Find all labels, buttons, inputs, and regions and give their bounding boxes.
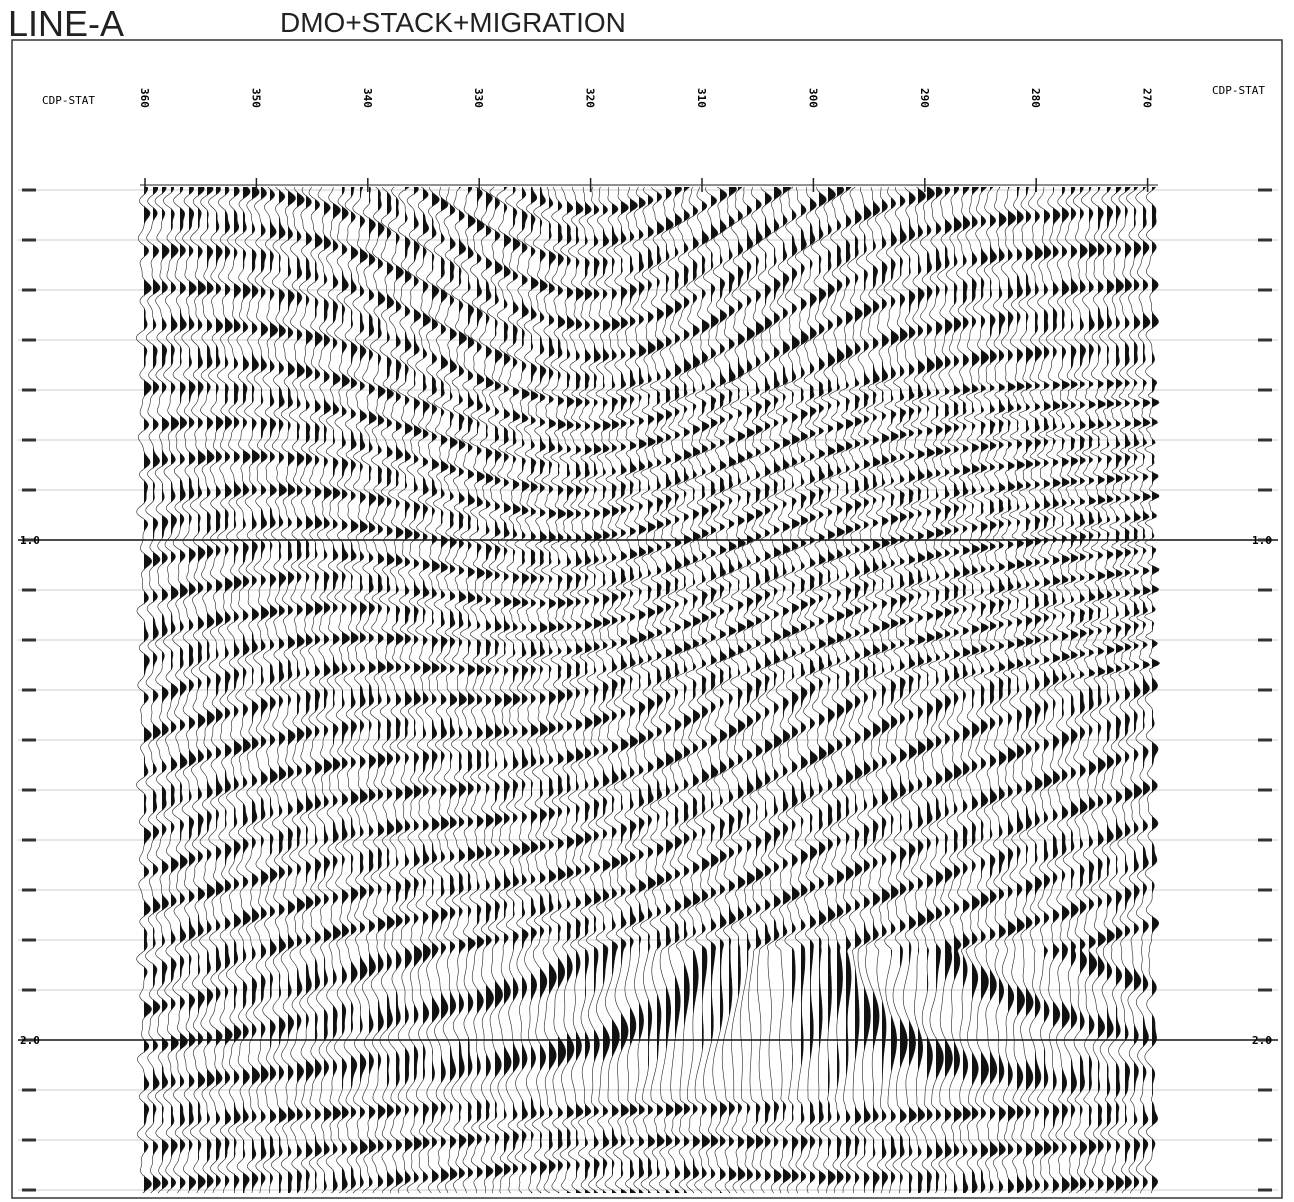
timing-mark: [1258, 1139, 1272, 1142]
timing-mark: [22, 939, 36, 942]
cdp-tick-label: 280: [1029, 88, 1042, 108]
timing-mark: [1258, 589, 1272, 592]
timing-mark: [1258, 1189, 1272, 1192]
timing-mark: [22, 589, 36, 592]
timing-mark: [1258, 639, 1272, 642]
cdp-tick-label: 290: [918, 88, 931, 108]
page: LINE-A DMO+STACK+MIGRATION CDP-STAT CDP-…: [0, 0, 1294, 1202]
timing-mark: [1258, 1089, 1272, 1092]
timing-mark: [22, 439, 36, 442]
timing-mark: [22, 789, 36, 792]
timing-mark: [22, 1089, 36, 1092]
timing-mark: [1258, 739, 1272, 742]
timing-mark: [22, 339, 36, 342]
figure: LINE-A DMO+STACK+MIGRATION CDP-STAT CDP-…: [0, 0, 1294, 1202]
cdp-label: CDP-STAT: [42, 94, 95, 107]
cdp-tick-label: 270: [1141, 88, 1154, 108]
timing-mark: [22, 189, 36, 192]
time-label: 1.0: [1252, 534, 1272, 547]
timing-mark: [1258, 939, 1272, 942]
timing-mark: [22, 989, 36, 992]
timing-mark: [22, 639, 36, 642]
timing-mark: [22, 1189, 36, 1192]
timing-mark: [22, 739, 36, 742]
timing-mark: [1258, 789, 1272, 792]
timing-mark: [22, 239, 36, 242]
timing-mark: [1258, 339, 1272, 342]
timing-mark: [1258, 289, 1272, 292]
timing-mark: [1258, 839, 1272, 842]
cdp-tick-label: 350: [249, 88, 262, 108]
timing-mark: [1258, 239, 1272, 242]
timing-mark: [22, 389, 36, 392]
cdp-tick-label: 320: [584, 88, 597, 108]
timing-mark: [1258, 689, 1272, 692]
cdp-tick-label: 300: [806, 88, 819, 108]
timing-mark: [1258, 889, 1272, 892]
cdp-tick-label: 340: [361, 88, 374, 108]
timing-mark: [1258, 989, 1272, 992]
cdp-tick-label: 310: [695, 88, 708, 108]
timing-mark: [22, 289, 36, 292]
figure-title: DMO+STACK+MIGRATION: [280, 7, 626, 38]
timing-mark: [22, 489, 36, 492]
cdp-tick-label: 360: [138, 88, 151, 108]
timing-mark: [22, 1139, 36, 1142]
cdp-tick-label: 330: [472, 88, 485, 108]
timing-mark: [22, 889, 36, 892]
time-label: 2.0: [1252, 1034, 1272, 1047]
timing-mark: [1258, 389, 1272, 392]
cdp-label: CDP-STAT: [1212, 84, 1265, 97]
line-name: LINE-A: [8, 3, 124, 44]
timing-mark: [1258, 439, 1272, 442]
timing-mark: [22, 839, 36, 842]
time-label: 1.0: [20, 534, 40, 547]
timing-mark: [22, 689, 36, 692]
timing-mark: [1258, 189, 1272, 192]
time-label: 2.0: [20, 1034, 40, 1047]
timing-mark: [1258, 489, 1272, 492]
